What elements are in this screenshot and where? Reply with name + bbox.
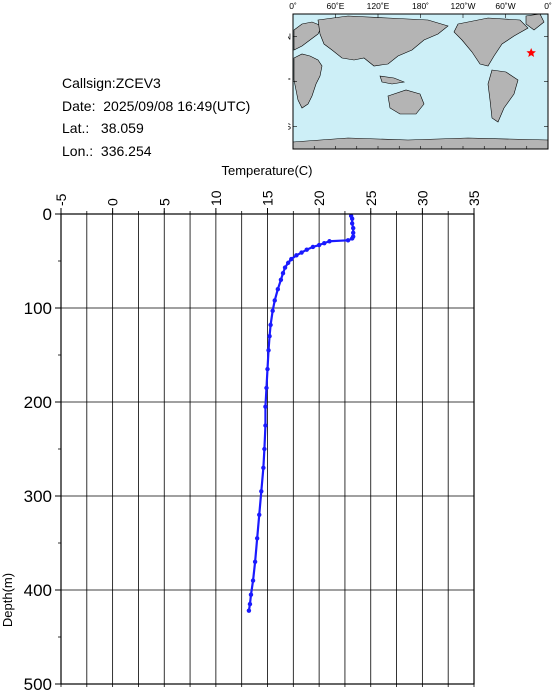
data-point [322, 240, 327, 246]
land-north-america [453, 17, 529, 67]
station-info: Callsign:ZCEV3 Date: 2025/09/08 16:49(UT… [62, 72, 250, 162]
data-point [349, 216, 355, 221]
data-point [261, 465, 266, 470]
lat-value: 38.059 [100, 120, 144, 136]
lon-row: Lon.: 336.254 [62, 140, 250, 163]
map-lon-label: 0˚ [544, 1, 552, 11]
data-point [254, 536, 260, 541]
x-tick-label: 30 [414, 190, 430, 206]
temperature-profile-chart: Temperature(C) -5 0 5 10 15 20 25 30 35 01002003… [0, 163, 482, 690]
data-point [263, 423, 268, 428]
data-point [259, 489, 264, 494]
x-axis-ticks: -5 0 5 10 15 20 25 30 35 [53, 190, 482, 687]
map-lon-label: 60˚W [495, 1, 515, 11]
y-tick-label: 300 [24, 487, 52, 506]
y-tick-label: 200 [24, 393, 52, 412]
world-map: 0˚ 60˚E 120˚E 180˚ 120˚W 60˚W 0˚ 60˚N 0˚ 60˚S [288, 1, 552, 150]
callsign-row: Callsign:ZCEV3 [62, 72, 250, 95]
map-lon-label: 120˚W [450, 1, 475, 11]
x-tick-label: 35 [466, 190, 482, 206]
data-point [351, 230, 356, 235]
y-tick-label: 400 [24, 581, 52, 600]
data-point [304, 247, 309, 252]
data-point [280, 271, 286, 276]
data-point [248, 592, 254, 597]
land-europe [293, 21, 323, 51]
map-lat-label: 0˚ [288, 77, 291, 87]
data-point [294, 253, 299, 258]
data-point [252, 559, 258, 564]
data-point [349, 236, 355, 241]
y-tick-label: 500 [24, 675, 52, 690]
lon-value: 336.254 [100, 142, 152, 159]
temperature-profile-line [247, 215, 355, 611]
map-lon-label: 0˚ [289, 1, 297, 11]
x-axis-label: Temperature(C) [221, 163, 312, 178]
data-point [247, 601, 253, 607]
data-point [345, 238, 351, 243]
data-point [299, 250, 304, 255]
data-point [285, 260, 291, 266]
data-point [250, 578, 256, 583]
lat-row: Lat.: 38.059 [62, 117, 250, 140]
land-asia [317, 15, 449, 67]
x-tick-label: 25 [363, 190, 379, 206]
data-point [265, 366, 270, 372]
x-tick-label: 5 [156, 198, 172, 206]
y-tick-label: 0 [43, 205, 52, 224]
land-australia [387, 89, 425, 115]
data-point [270, 308, 275, 314]
x-tick-label: 20 [311, 190, 327, 206]
callsign-value: ZCEV3 [115, 75, 161, 91]
map-labels: 0˚ 60˚E 120˚E 180˚ 120˚W 60˚W 0˚ 60˚N 0˚ 60˚S [288, 1, 552, 132]
series-layer [246, 213, 356, 613]
data-point [257, 512, 262, 517]
data-point [262, 446, 267, 452]
callsign-label: Callsign: [62, 75, 116, 91]
data-point [275, 287, 281, 292]
data-point [278, 277, 284, 282]
data-point [267, 334, 272, 339]
lat-label: Lat.: [62, 120, 90, 136]
land-south-america [487, 69, 519, 123]
data-point [327, 239, 332, 244]
data-point [266, 348, 271, 353]
lon-label: Lon.: [62, 142, 94, 159]
chart-grid [60, 213, 475, 685]
date-value: 2025/09/08 16:49(UTC) [103, 97, 251, 114]
map-ticks [292, 14, 549, 149]
data-point [282, 265, 288, 270]
x-tick-label: 10 [208, 190, 224, 206]
land-indonesia [379, 75, 406, 85]
data-point [264, 385, 269, 391]
data-point [349, 221, 355, 226]
station-marker-icon [526, 47, 536, 57]
date-row: Date: 2025/09/08 16:49(UTC) [62, 95, 250, 118]
plot-frame [60, 213, 475, 685]
x-tick-label: 0 [105, 198, 121, 206]
data-point [310, 244, 316, 250]
map-lon-label: 180˚ [412, 1, 429, 11]
data-point [272, 298, 277, 303]
x-tick-label: -5 [53, 193, 69, 206]
map-lat-label: 60˚N [288, 32, 291, 42]
data-point [246, 608, 252, 613]
y-axis-label: Depth(m) [0, 573, 15, 627]
x-tick-label: 15 [260, 190, 276, 206]
data-point [263, 404, 268, 409]
map-lon-label: 120˚E [367, 1, 390, 11]
map-lat-label: 60˚S [288, 122, 291, 132]
data-point [289, 256, 294, 262]
data-point [316, 242, 322, 248]
data-point [351, 225, 356, 231]
y-tick-label: 100 [24, 299, 52, 318]
date-label: Date: [62, 97, 96, 114]
map-lon-label: 60˚E [327, 1, 345, 11]
land-africa [293, 53, 323, 109]
data-point [268, 322, 273, 328]
y-axis-ticks: 0 100 200 300 400 500 [24, 205, 61, 690]
